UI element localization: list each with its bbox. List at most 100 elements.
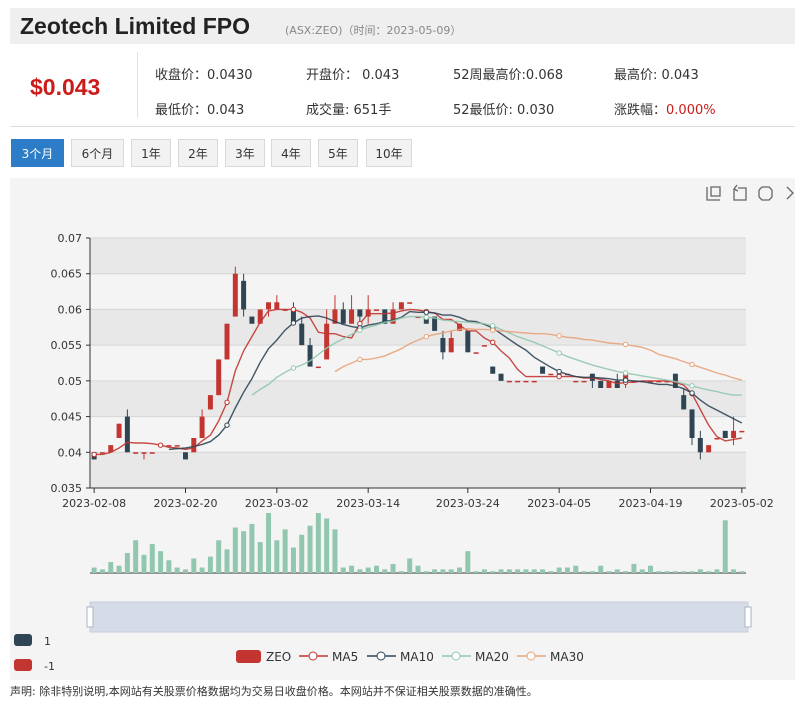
candle-body <box>573 380 579 383</box>
ma30-marker <box>622 341 629 348</box>
candle-body <box>423 316 429 324</box>
candle-body <box>440 338 446 353</box>
legend-label-down: -1 <box>44 660 55 673</box>
candle-body <box>124 416 130 453</box>
candle-body <box>216 359 222 396</box>
candle-body <box>390 309 396 324</box>
tab-5y[interactable]: 5年 <box>318 139 358 167</box>
tab-2y[interactable]: 2年 <box>178 139 218 167</box>
ma10-marker <box>622 377 629 383</box>
restore-icon[interactable] <box>758 186 773 201</box>
candle-body <box>224 323 230 360</box>
candle-body <box>648 380 653 383</box>
change-label: 涨跌幅： <box>614 103 667 118</box>
slider-handle-right[interactable] <box>744 606 752 628</box>
candle-body <box>598 380 604 388</box>
candle-body <box>548 373 554 376</box>
volume-bar <box>473 571 479 573</box>
zoom-reset-icon[interactable] <box>733 184 747 201</box>
volume-bar <box>731 569 737 573</box>
ma30-marker <box>490 327 496 333</box>
legend-zeo[interactable]: ZEO <box>266 650 291 664</box>
open-price: 开盘价： 0.043 <box>306 68 400 83</box>
candle-body <box>697 438 703 453</box>
volume-bar <box>581 571 587 573</box>
candle-body <box>340 309 346 324</box>
candle-body <box>274 302 280 310</box>
line-ma20 <box>251 315 742 396</box>
ma10-marker <box>423 309 430 315</box>
volume-bar <box>340 567 346 573</box>
candle-body <box>739 430 745 433</box>
volume-bar <box>357 569 363 573</box>
volume-bar <box>282 529 288 573</box>
candle-body <box>481 345 487 347</box>
tab-10y[interactable]: 10年 <box>366 139 412 167</box>
candle-body <box>299 323 305 346</box>
legend-ma10[interactable]: MA10 <box>400 650 434 664</box>
tab-3y[interactable]: 3年 <box>225 139 265 167</box>
range-slider[interactable] <box>86 601 752 633</box>
volume-bar <box>166 560 172 573</box>
save-icon[interactable] <box>786 186 794 200</box>
candle-body <box>731 430 737 438</box>
volume: 成交量: 651手 <box>306 103 392 118</box>
volume-bar <box>199 567 205 573</box>
candlesticks <box>91 266 745 460</box>
legend-swatch-down <box>14 659 32 671</box>
volume-bar <box>315 513 321 573</box>
candle-body <box>357 309 363 317</box>
y-tick-label: 0.05 <box>58 375 83 388</box>
ma30-marker <box>357 356 363 363</box>
volume-bar <box>556 567 562 573</box>
tab-6m[interactable]: 6个月 <box>71 139 124 167</box>
ma30-marker <box>689 361 695 368</box>
candle-body <box>249 316 255 324</box>
ma30-marker <box>423 333 430 340</box>
line-ma10 <box>168 310 743 451</box>
slider-handle-left[interactable] <box>86 606 94 628</box>
legend-ma5[interactable]: MA5 <box>332 650 358 664</box>
volume-bar <box>490 571 496 573</box>
volume-bar <box>573 565 579 573</box>
candle-body <box>290 309 296 324</box>
candle-body <box>706 445 712 453</box>
candle-body <box>506 380 512 383</box>
tab-3m[interactable]: 3个月 <box>11 139 64 167</box>
series-legend: ZEO MA5 MA10 MA20 MA30 <box>236 650 584 664</box>
volume-bar <box>274 540 280 573</box>
ma20-marker <box>490 323 496 329</box>
candle-body <box>656 380 662 383</box>
legend-ma30[interactable]: MA30 <box>550 650 584 664</box>
ma10-marker <box>224 422 230 428</box>
candle-body <box>523 380 529 383</box>
volume-bar <box>108 562 114 573</box>
volume-bar <box>266 513 272 573</box>
candle-body <box>531 380 537 383</box>
candle-body <box>722 430 728 438</box>
zoom-icon[interactable] <box>706 186 721 201</box>
ma5-marker <box>157 442 164 448</box>
volume-bar <box>722 520 728 573</box>
tab-4y[interactable]: 4年 <box>271 139 311 167</box>
candle-body <box>407 302 413 304</box>
volume-bar <box>174 567 180 573</box>
change-percent: 涨跌幅：0.000% <box>614 99 716 118</box>
candle-body <box>207 395 213 410</box>
candle-body <box>415 316 421 319</box>
volume-bar <box>307 525 313 573</box>
grid-band <box>90 380 746 417</box>
legend-ma20[interactable]: MA20 <box>475 650 509 664</box>
volume-bar <box>689 571 695 573</box>
tab-1y[interactable]: 1年 <box>131 139 171 167</box>
ma20-marker <box>556 350 562 356</box>
volume-bar <box>207 556 213 573</box>
candle-body <box>614 380 620 388</box>
ma5-marker <box>290 306 297 313</box>
volume-bar <box>324 518 330 573</box>
ma5-marker <box>224 399 230 405</box>
legend-zeo-swatch[interactable] <box>236 650 261 663</box>
ticker-time: (ASX:ZEO)（时间：2023-05-09） <box>285 24 462 37</box>
candle-body <box>332 309 338 324</box>
volume-bar <box>224 549 230 573</box>
